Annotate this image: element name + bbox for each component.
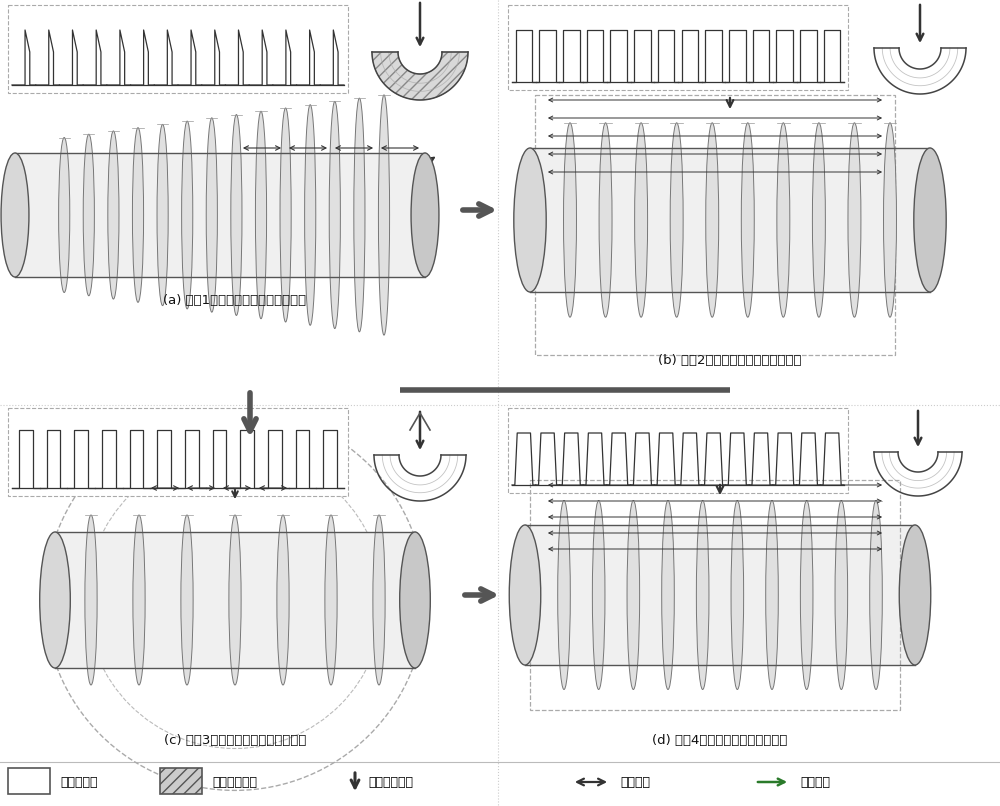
Ellipse shape <box>777 123 790 318</box>
Ellipse shape <box>635 123 648 318</box>
Text: 齿槽切换: 齿槽切换 <box>800 775 830 788</box>
Text: 磨削行程: 磨削行程 <box>620 775 650 788</box>
Ellipse shape <box>133 515 145 685</box>
Text: 加工齿范围: 加工齿范围 <box>60 775 98 788</box>
Ellipse shape <box>835 501 848 689</box>
Ellipse shape <box>812 123 825 318</box>
Ellipse shape <box>870 501 882 689</box>
Polygon shape <box>372 52 468 100</box>
Ellipse shape <box>305 105 316 326</box>
Ellipse shape <box>670 123 683 318</box>
Ellipse shape <box>83 135 94 296</box>
Ellipse shape <box>592 501 605 689</box>
Ellipse shape <box>899 525 931 665</box>
Bar <box>525 525 915 665</box>
Ellipse shape <box>564 123 576 318</box>
Ellipse shape <box>206 118 217 312</box>
Ellipse shape <box>662 501 674 689</box>
Bar <box>530 480 900 710</box>
Ellipse shape <box>280 108 291 322</box>
Ellipse shape <box>325 515 337 685</box>
Ellipse shape <box>514 148 546 292</box>
Ellipse shape <box>182 121 193 309</box>
Ellipse shape <box>411 153 439 277</box>
Ellipse shape <box>181 515 193 685</box>
Bar <box>160 768 202 794</box>
Ellipse shape <box>255 111 267 318</box>
Ellipse shape <box>373 515 385 685</box>
Ellipse shape <box>599 123 612 318</box>
Bar <box>15 153 425 277</box>
Ellipse shape <box>132 127 144 302</box>
Ellipse shape <box>85 515 97 685</box>
Ellipse shape <box>59 138 70 293</box>
Text: (a) 阶段1：标准渐开线廓形整体磨削: (a) 阶段1：标准渐开线廓形整体磨削 <box>163 293 307 306</box>
Ellipse shape <box>1 153 29 277</box>
Ellipse shape <box>558 501 570 689</box>
Ellipse shape <box>741 123 754 318</box>
Text: (b) 阶段2：标准渐开线廓形整体磨削: (b) 阶段2：标准渐开线廓形整体磨削 <box>658 354 802 367</box>
Ellipse shape <box>157 124 168 305</box>
Bar <box>508 408 848 493</box>
Bar <box>530 148 930 292</box>
Ellipse shape <box>766 501 778 689</box>
Ellipse shape <box>378 95 390 335</box>
Text: (c) 阶段3：修瘦渐开线廓形单齿磨削: (c) 阶段3：修瘦渐开线廓形单齿磨削 <box>164 733 306 746</box>
Text: (d) 阶段4：齿顶倒角廓形整体磨削: (d) 阶段4：齿顶倒角廓形整体磨削 <box>652 733 788 746</box>
Ellipse shape <box>627 501 640 689</box>
Ellipse shape <box>231 114 242 315</box>
Ellipse shape <box>914 148 946 292</box>
Ellipse shape <box>108 131 119 299</box>
Bar <box>508 5 848 90</box>
Ellipse shape <box>40 532 70 668</box>
Ellipse shape <box>509 525 541 665</box>
Ellipse shape <box>848 123 861 318</box>
Ellipse shape <box>229 515 241 685</box>
Ellipse shape <box>696 501 709 689</box>
Ellipse shape <box>800 501 813 689</box>
Bar <box>8 408 348 496</box>
Ellipse shape <box>731 501 744 689</box>
Ellipse shape <box>706 123 719 318</box>
Ellipse shape <box>277 515 289 685</box>
Bar <box>535 95 895 355</box>
Ellipse shape <box>400 532 430 668</box>
Ellipse shape <box>354 98 365 332</box>
Bar <box>55 532 415 668</box>
Text: 砂轮进给方向: 砂轮进给方向 <box>368 775 413 788</box>
Ellipse shape <box>884 123 896 318</box>
Text: 加工齿槽区域: 加工齿槽区域 <box>212 775 257 788</box>
Bar <box>8 5 348 93</box>
Ellipse shape <box>329 102 340 329</box>
Bar <box>8 768 50 794</box>
